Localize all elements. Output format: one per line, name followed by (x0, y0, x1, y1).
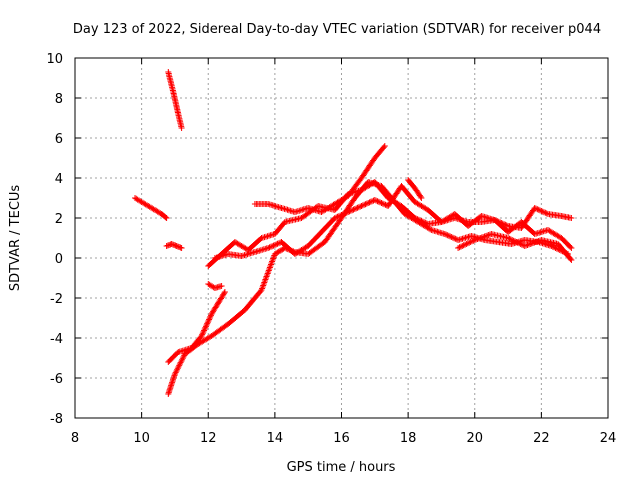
y-tick-label: -4 (50, 332, 63, 347)
series-track-i (205, 281, 225, 291)
series-markers (251, 143, 388, 215)
series-track-d (165, 179, 571, 397)
x-tick-label: 22 (533, 431, 550, 446)
series-markers (165, 289, 228, 365)
x-axis-label: GPS time / hours (287, 460, 396, 475)
series-markers (405, 177, 425, 201)
y-tick-label: 6 (55, 132, 63, 147)
x-tick-label: 16 (333, 431, 350, 446)
data-points (132, 69, 575, 397)
series-markers (163, 241, 185, 251)
series-track-k (455, 231, 575, 263)
series-track-f (205, 179, 575, 269)
y-tick-label: 4 (55, 172, 63, 187)
x-tick-label: 10 (133, 431, 150, 446)
y-tick-label: 2 (55, 212, 63, 227)
y-tick-label: 10 (46, 52, 63, 67)
x-tick-label: 8 (71, 431, 79, 446)
series-markers (455, 231, 575, 263)
chart-title: Day 123 of 2022, Sidereal Day-to-day VTE… (73, 22, 601, 37)
series-markers (205, 281, 225, 291)
series-track-g (251, 143, 388, 215)
series-markers (165, 69, 185, 131)
x-tick-label: 14 (267, 431, 284, 446)
x-tick-label: 18 (400, 431, 417, 446)
series-track-c (163, 241, 185, 251)
y-tick-label: -6 (50, 372, 63, 387)
y-axis-ticks: -8 -6 -4 -2 0 2 4 6 8 10 (46, 52, 608, 427)
y-tick-label: 8 (55, 92, 63, 107)
series-markers (132, 195, 170, 221)
series-track-b (132, 195, 170, 221)
series-markers (165, 179, 571, 397)
y-tick-label: -2 (50, 292, 63, 307)
x-axis-ticks: 8 10 12 14 16 18 20 22 24 (71, 58, 616, 446)
series-markers (211, 183, 575, 261)
x-tick-label: 12 (200, 431, 217, 446)
series-markers (205, 179, 575, 269)
series-track-j (405, 177, 425, 201)
x-tick-label: 24 (600, 431, 617, 446)
y-axis-label: SDTVAR / TECUs (8, 185, 23, 292)
y-tick-label: -8 (50, 412, 63, 427)
series-track-e (165, 289, 228, 365)
x-tick-label: 20 (466, 431, 483, 446)
series-track-h (211, 183, 575, 261)
y-tick-label: 0 (55, 252, 63, 267)
series-track-a (165, 69, 185, 131)
